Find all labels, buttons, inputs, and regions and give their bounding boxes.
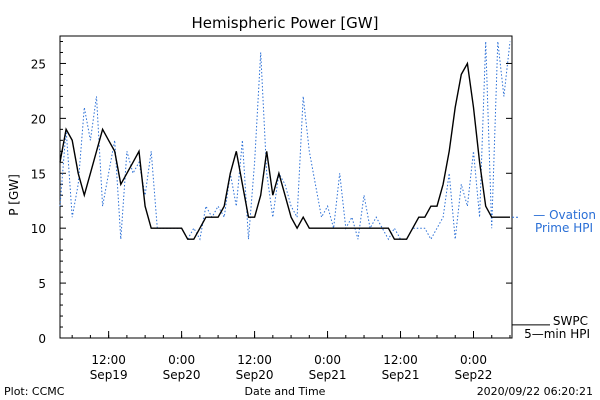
- x-axis: 12:00Sep190:00Sep2012:00Sep200:00Sep2112…: [71, 331, 511, 382]
- y-tick-label: 10: [31, 222, 46, 236]
- x-tick-date: Sep20: [163, 368, 201, 382]
- y-tick-label: 0: [38, 332, 46, 346]
- x-tick-time: 12:00: [237, 353, 272, 367]
- x-tick-time: 0:00: [314, 353, 341, 367]
- x-tick-date: Sep20: [236, 368, 274, 382]
- x-tick-time: 12:00: [383, 353, 418, 367]
- x-axis-label: Date and Time: [245, 385, 326, 398]
- y-tick-label: 15: [31, 167, 46, 181]
- y-tick-label: 5: [38, 277, 46, 291]
- y-axis: 0 5 10 15 20 25: [31, 40, 512, 346]
- legend-ovation-label-1: — Ovation: [533, 208, 596, 222]
- legend-swpc-label-2: 5—min HPI: [524, 327, 590, 341]
- x-tick-time: 0:00: [168, 353, 195, 367]
- plot-timestamp: 2020/09/22 06:20:21: [477, 385, 593, 398]
- series-layer: [59, 41, 511, 241]
- plot-frame: [59, 35, 513, 339]
- plot-border: [59, 35, 513, 339]
- legend-ovation-label-2: Prime HPI: [535, 221, 593, 235]
- x-tick-date: Sep22: [455, 368, 493, 382]
- series-ovation-prime-line: [59, 41, 511, 241]
- x-tick-time: 12:00: [91, 353, 126, 367]
- x-tick-date: Sep19: [90, 368, 128, 382]
- y-tick-label: 20: [31, 112, 46, 126]
- x-tick-time: 0:00: [460, 353, 487, 367]
- y-axis-label: P [GW]: [7, 174, 21, 216]
- plot-credit: Plot: CCMC: [4, 385, 65, 398]
- y-tick-label: 25: [31, 57, 46, 71]
- chart-title: Hemispheric Power [GW]: [192, 14, 379, 32]
- x-tick-date: Sep21: [382, 368, 420, 382]
- series-swpc-line: [59, 61, 510, 240]
- legend-swpc-label-1: SWPC: [553, 314, 588, 328]
- x-tick-date: Sep21: [309, 368, 347, 382]
